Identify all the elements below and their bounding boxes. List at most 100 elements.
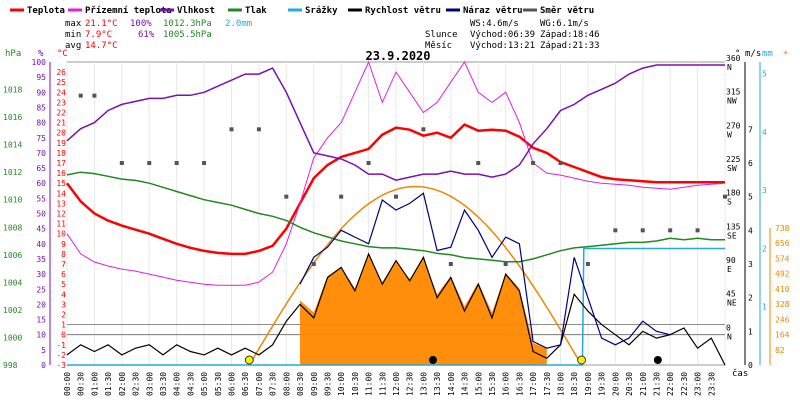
x-tick: 10:00 bbox=[337, 372, 346, 396]
wind-tick: 3 bbox=[748, 260, 753, 269]
stat-max-press: 1012.3hPa bbox=[163, 19, 212, 29]
pressure-tick: 1010 bbox=[3, 196, 22, 205]
x-tick: 03:00 bbox=[145, 372, 154, 396]
x-tick: 17:00 bbox=[529, 372, 538, 396]
x-tick: 14:30 bbox=[461, 372, 470, 396]
temperature-tick: 2 bbox=[61, 311, 66, 320]
wind-direction-point bbox=[284, 194, 289, 199]
pressure-unit: hPa bbox=[5, 49, 21, 59]
stat-min-temp: 7.9°C bbox=[85, 30, 112, 40]
solar-tick: 656 bbox=[775, 239, 790, 248]
legend-label: Teplota bbox=[27, 6, 65, 16]
moonrise-marker bbox=[429, 356, 438, 364]
x-tick: 05:00 bbox=[200, 372, 209, 396]
series-line-teplota bbox=[66, 123, 725, 256]
temperature-tick: 0 bbox=[61, 331, 66, 340]
stats-block: max 21.1°C 100% 1012.3hPa 2.0mm min 7.9°… bbox=[65, 19, 600, 51]
humidity-tick: 25 bbox=[36, 285, 46, 294]
x-tick: 06:30 bbox=[241, 372, 250, 396]
moonset-marker bbox=[653, 356, 662, 364]
x-tick: 13:30 bbox=[433, 372, 442, 396]
series-line-p-zemn-teplota bbox=[66, 60, 726, 286]
chart-title: 23.9.2020 bbox=[365, 49, 430, 63]
temperature-tick: 14 bbox=[56, 189, 66, 198]
solar-tick: 82 bbox=[775, 346, 785, 355]
temperature-tick: 8 bbox=[61, 250, 66, 259]
humidity-tick: 70 bbox=[36, 149, 46, 158]
sun-rise: Východ:06:39 bbox=[470, 30, 535, 40]
wind-direction-point bbox=[119, 161, 124, 165]
wind-direction-point bbox=[311, 262, 316, 266]
legend-label: Náraz větru bbox=[463, 5, 523, 16]
x-tick: 16:00 bbox=[502, 372, 511, 396]
wind-direction-point bbox=[723, 194, 727, 199]
direction-tick-label: S bbox=[727, 198, 732, 207]
stat-max-label: max bbox=[65, 19, 82, 29]
x-tick: 20:00 bbox=[611, 372, 620, 396]
direction-unit: ° bbox=[735, 49, 740, 59]
precip-unit: mm bbox=[762, 49, 773, 59]
temperature-tick: 12 bbox=[56, 210, 66, 219]
series-line-sr-ky bbox=[67, 247, 725, 366]
x-tick: 11:30 bbox=[378, 372, 387, 396]
humidity-tick: 5 bbox=[41, 346, 46, 355]
temperature-tick: 18 bbox=[56, 149, 66, 158]
humidity-tick: 100 bbox=[32, 58, 47, 67]
moon-label: Měsíc bbox=[425, 41, 452, 51]
wind-tick: 7 bbox=[748, 125, 753, 134]
x-tick: 06:00 bbox=[228, 372, 237, 396]
wind-unit: m/s bbox=[745, 49, 761, 59]
x-tick: 08:00 bbox=[282, 372, 291, 396]
pressure-tick: 1000 bbox=[3, 333, 22, 342]
x-tick: 05:30 bbox=[214, 372, 223, 396]
solar-tick: 410 bbox=[775, 285, 790, 294]
temperature-tick: 23 bbox=[56, 98, 66, 107]
direction-tick: 270 bbox=[726, 121, 741, 130]
x-tick: 10:30 bbox=[351, 372, 360, 396]
x-tick: 09:00 bbox=[310, 372, 319, 396]
temperature-tick: 22 bbox=[56, 109, 66, 118]
stat-min-press: 1005.5hPa bbox=[163, 30, 212, 40]
humidity-tick: 10 bbox=[36, 331, 46, 340]
wind-tick: 6 bbox=[748, 159, 753, 168]
humidity-tick: 50 bbox=[36, 210, 46, 219]
stat-max-temp: 21.1°C bbox=[85, 19, 118, 29]
x-tick: 15:30 bbox=[488, 372, 497, 396]
wind-direction-point bbox=[174, 161, 179, 165]
temperature-tick: 17 bbox=[56, 159, 66, 168]
humidity-tick: 15 bbox=[36, 316, 46, 325]
temperature-tick: 13 bbox=[56, 199, 66, 208]
wind-direction-point bbox=[695, 228, 700, 233]
humidity-tick: 90 bbox=[36, 88, 46, 97]
wind-tick: 1 bbox=[748, 327, 753, 336]
pressure-tick: 998 bbox=[3, 361, 18, 370]
temperature-tick: 4 bbox=[61, 290, 66, 299]
humidity-tick: 95 bbox=[36, 73, 46, 82]
temperature-tick: 26 bbox=[56, 68, 66, 77]
pressure-tick: 1018 bbox=[3, 86, 22, 95]
stat-avg-temp: 14.7°C bbox=[85, 41, 118, 51]
legend-label: Vlhkost bbox=[177, 6, 215, 16]
humidity-tick: 45 bbox=[36, 225, 46, 234]
x-tick: 01:30 bbox=[104, 372, 113, 396]
moon-rise: Východ:13:21 bbox=[470, 41, 535, 51]
humidity-tick: 65 bbox=[36, 164, 46, 173]
temperature-unit: °C bbox=[57, 49, 68, 59]
wind-direction-point bbox=[339, 194, 344, 199]
x-tick: 18:30 bbox=[570, 372, 579, 396]
solar-tick: 164 bbox=[775, 331, 790, 340]
x-tick: 03:30 bbox=[159, 372, 168, 396]
wind-direction-point bbox=[421, 127, 426, 132]
x-tick: 01:00 bbox=[90, 372, 99, 396]
x-tick: 18:00 bbox=[557, 372, 566, 396]
sun-label: Slunce bbox=[425, 30, 458, 40]
x-tick: 13:00 bbox=[419, 372, 428, 396]
wind-direction-point bbox=[256, 127, 261, 132]
wind-direction-point bbox=[558, 161, 563, 165]
precip-tick: 3 bbox=[762, 186, 767, 195]
direction-tick: 135 bbox=[726, 222, 741, 231]
precip-tick: 5 bbox=[762, 70, 767, 79]
pressure-tick: 1004 bbox=[3, 278, 22, 287]
temperature-tick: 9 bbox=[61, 240, 66, 249]
x-tick: 07:30 bbox=[269, 372, 278, 396]
